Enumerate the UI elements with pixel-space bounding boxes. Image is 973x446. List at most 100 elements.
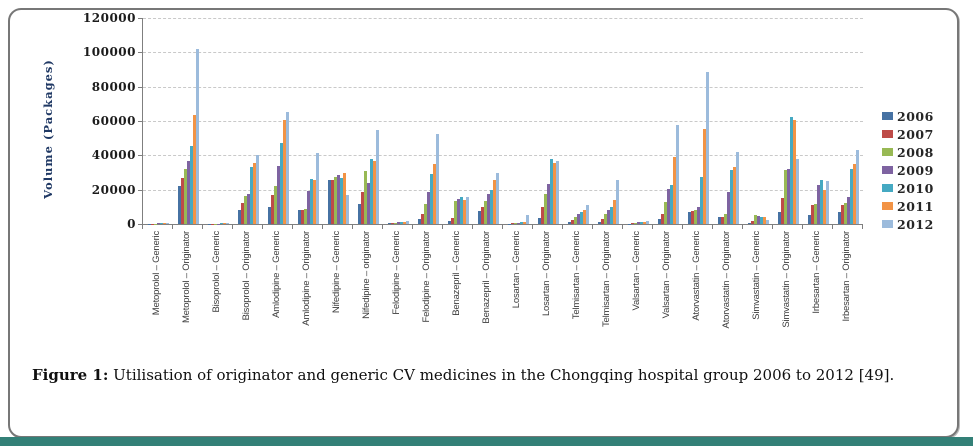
bar-2012 (555, 161, 559, 224)
bar-2012 (495, 172, 499, 224)
bar-2009 (726, 191, 730, 224)
bar-2009 (366, 182, 370, 224)
bar-2010 (489, 190, 493, 224)
bar-2009 (666, 188, 670, 224)
bar-2011 (852, 163, 856, 224)
x-category-label: Benazepril – Originator (481, 231, 492, 324)
bar-2009 (636, 222, 640, 224)
bar-2008 (693, 210, 697, 224)
bar-2007 (480, 206, 484, 224)
bar-2007 (240, 203, 244, 224)
bar-2012 (435, 133, 439, 224)
legend-item-2010: 2010 (882, 179, 934, 197)
bar-2010 (159, 223, 163, 224)
legend-swatch (882, 166, 893, 174)
y-tick (138, 86, 142, 88)
bar-2006 (447, 220, 451, 224)
bar-2007 (660, 213, 664, 224)
bar-2008 (483, 200, 487, 224)
gridline (143, 86, 863, 88)
legend-swatch (882, 202, 893, 210)
x-tick (322, 225, 323, 229)
x-tick (532, 225, 533, 229)
bar-2006 (237, 210, 241, 224)
legend-label: 2010 (897, 180, 934, 196)
bar-2006 (627, 223, 631, 224)
bar-2010 (309, 179, 313, 224)
bar-2008 (393, 222, 397, 224)
bar-2007 (330, 180, 334, 224)
bar-2011 (192, 115, 196, 224)
x-tick (682, 225, 683, 229)
legend-item-2009: 2009 (882, 161, 934, 179)
x-tick (712, 225, 713, 229)
x-tick (232, 225, 233, 229)
legend-label: 2012 (897, 216, 934, 232)
legend-swatch (882, 130, 893, 138)
bar-2009 (246, 193, 250, 224)
x-category-label: Simvastatin – Generic (751, 231, 762, 320)
bar-2006 (717, 217, 721, 224)
x-tick (352, 225, 353, 229)
legend-item-2006: 2006 (882, 107, 934, 125)
caption-prefix: Figure 1: (32, 366, 109, 384)
legend-swatch (882, 112, 893, 120)
x-category-label: Nifedipine – originator (361, 231, 372, 319)
x-category-label: Metoprolol – Generic (151, 231, 162, 316)
bar-2008 (543, 193, 547, 224)
bar-2012 (285, 111, 289, 224)
gridline (143, 18, 863, 19)
bar-2010 (369, 158, 373, 224)
y-tick (138, 52, 142, 54)
bar-2009 (756, 216, 760, 224)
bar-2006 (537, 218, 541, 224)
bar-2008 (243, 195, 247, 224)
x-category-label: Atorvastatin – Generic (691, 231, 702, 321)
bar-2007 (720, 216, 724, 224)
bar-2010 (609, 207, 613, 224)
x-tick (382, 225, 383, 229)
bar-2006 (357, 203, 361, 224)
x-category-label: Losartan – Generic (511, 231, 522, 309)
bar-2007 (510, 223, 514, 224)
bar-2007 (390, 222, 394, 224)
bar-chart: Volume (Packages) 0 20000 40000 60000 80000 1… (10, 10, 957, 436)
bar-2006 (807, 215, 811, 224)
bar-2009 (816, 185, 820, 224)
x-category-label: Amlodipine – Originator (301, 231, 312, 326)
bar-2011 (222, 223, 226, 224)
bar-2007 (420, 213, 424, 224)
bar-2010 (549, 159, 553, 224)
bar-2009 (186, 161, 190, 224)
bar-2012 (675, 125, 679, 224)
bar-2009 (846, 197, 850, 224)
bar-2006 (657, 218, 661, 224)
x-category-label: Valsartan – Originator (661, 231, 672, 319)
gridline (143, 155, 863, 157)
bar-2011 (612, 200, 616, 224)
bar-2010 (459, 197, 463, 224)
x-tick (472, 225, 473, 229)
bar-2010 (849, 168, 853, 224)
bar-2008 (843, 202, 847, 224)
bar-2011 (432, 163, 436, 224)
legend-item-2008: 2008 (882, 143, 934, 161)
bar-2008 (153, 223, 157, 224)
bar-2010 (519, 222, 523, 224)
x-category-label: Losartan – Originator (541, 231, 552, 317)
bar-2006 (387, 223, 391, 224)
bar-2008 (213, 223, 217, 224)
bar-2012 (645, 220, 649, 224)
bar-2010 (639, 222, 643, 224)
bar-2011 (672, 156, 676, 224)
bar-2006 (417, 219, 421, 224)
bar-2008 (513, 223, 517, 224)
x-category-label: Bisoprolol – Generic (211, 231, 222, 313)
x-tick (652, 225, 653, 229)
bar-2012 (525, 214, 529, 224)
x-tick (442, 225, 443, 229)
bar-2008 (813, 203, 817, 224)
x-tick (832, 225, 833, 229)
x-tick (622, 225, 623, 229)
